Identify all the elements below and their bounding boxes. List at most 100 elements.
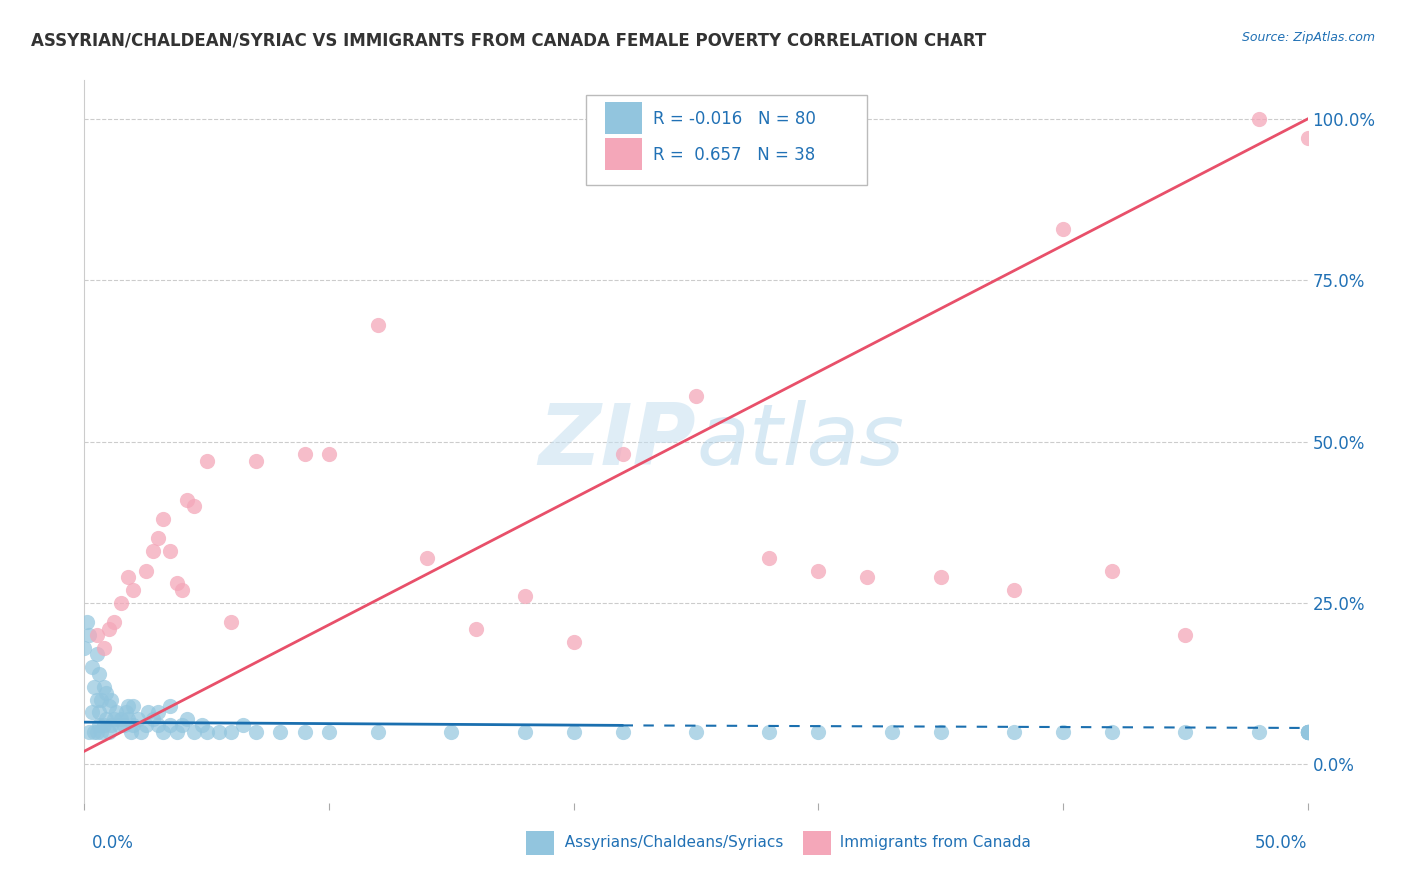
Point bbox=[176, 712, 198, 726]
Point bbox=[97, 724, 120, 739]
Point bbox=[183, 724, 205, 739]
Point bbox=[807, 564, 830, 578]
Point bbox=[87, 706, 110, 720]
Point bbox=[110, 596, 132, 610]
Point bbox=[880, 724, 903, 739]
Point bbox=[183, 499, 205, 513]
Point bbox=[159, 544, 181, 558]
Point bbox=[103, 712, 125, 726]
Point bbox=[90, 692, 112, 706]
FancyBboxPatch shape bbox=[606, 102, 643, 134]
Point bbox=[176, 492, 198, 507]
Point bbox=[856, 570, 879, 584]
Point bbox=[367, 318, 389, 333]
Point bbox=[76, 615, 98, 630]
Point bbox=[142, 712, 165, 726]
Point bbox=[117, 699, 139, 714]
Point bbox=[172, 582, 194, 597]
Point bbox=[294, 724, 316, 739]
Point bbox=[245, 454, 267, 468]
Text: Immigrants from Canada: Immigrants from Canada bbox=[830, 836, 1031, 850]
Point bbox=[367, 724, 389, 739]
Point bbox=[172, 718, 194, 732]
Point bbox=[318, 447, 340, 461]
Point bbox=[1247, 724, 1270, 739]
Point bbox=[83, 680, 105, 694]
Point bbox=[105, 706, 128, 720]
Text: 0.0%: 0.0% bbox=[91, 834, 134, 852]
Point bbox=[612, 724, 634, 739]
Point bbox=[152, 512, 174, 526]
Point bbox=[1296, 724, 1319, 739]
Point bbox=[1002, 582, 1025, 597]
Point bbox=[80, 660, 103, 674]
Point bbox=[1296, 724, 1319, 739]
Point bbox=[122, 582, 145, 597]
Point bbox=[416, 550, 439, 565]
Point bbox=[103, 615, 125, 630]
Point bbox=[142, 544, 165, 558]
Point bbox=[120, 724, 142, 739]
Point bbox=[1296, 131, 1319, 145]
Text: R =  0.657   N = 38: R = 0.657 N = 38 bbox=[654, 145, 815, 164]
Point bbox=[166, 576, 188, 591]
Point bbox=[86, 648, 108, 662]
Text: atlas: atlas bbox=[696, 400, 904, 483]
Point bbox=[83, 724, 105, 739]
Text: 50.0%: 50.0% bbox=[1256, 834, 1308, 852]
Point bbox=[685, 724, 707, 739]
Point bbox=[146, 718, 169, 732]
Point bbox=[112, 718, 135, 732]
Point bbox=[117, 712, 139, 726]
Point bbox=[96, 686, 118, 700]
Point bbox=[195, 454, 218, 468]
Point bbox=[1002, 724, 1025, 739]
Point bbox=[135, 718, 157, 732]
Point bbox=[73, 640, 96, 655]
Point bbox=[86, 724, 108, 739]
Text: Assyrians/Chaldeans/Syriacs: Assyrians/Chaldeans/Syriacs bbox=[555, 836, 783, 850]
Point bbox=[612, 447, 634, 461]
Point bbox=[219, 615, 242, 630]
Point bbox=[758, 724, 780, 739]
Point bbox=[929, 570, 952, 584]
Point bbox=[90, 724, 112, 739]
Point bbox=[758, 550, 780, 565]
Point bbox=[1174, 724, 1197, 739]
Point bbox=[1296, 724, 1319, 739]
Point bbox=[135, 564, 157, 578]
Point bbox=[117, 570, 139, 584]
Point bbox=[1247, 112, 1270, 126]
Point bbox=[166, 724, 188, 739]
Point bbox=[93, 640, 115, 655]
Point bbox=[1101, 564, 1123, 578]
Point bbox=[96, 712, 118, 726]
Point bbox=[146, 706, 169, 720]
Point bbox=[146, 531, 169, 545]
Point bbox=[513, 590, 536, 604]
Point bbox=[87, 666, 110, 681]
Text: R = -0.016   N = 80: R = -0.016 N = 80 bbox=[654, 110, 815, 128]
Point bbox=[807, 724, 830, 739]
Point bbox=[1101, 724, 1123, 739]
Point bbox=[122, 718, 145, 732]
Point bbox=[100, 692, 122, 706]
Point bbox=[127, 712, 149, 726]
Point bbox=[1296, 724, 1319, 739]
Point bbox=[122, 699, 145, 714]
Point bbox=[87, 718, 110, 732]
Point bbox=[159, 699, 181, 714]
Point bbox=[93, 718, 115, 732]
Point bbox=[562, 724, 585, 739]
Point bbox=[77, 724, 100, 739]
Point bbox=[152, 724, 174, 739]
Point bbox=[97, 622, 120, 636]
Point bbox=[513, 724, 536, 739]
Point bbox=[208, 724, 231, 739]
Point bbox=[97, 699, 120, 714]
FancyBboxPatch shape bbox=[606, 138, 643, 169]
FancyBboxPatch shape bbox=[586, 95, 868, 185]
Point bbox=[562, 634, 585, 648]
Point bbox=[86, 628, 108, 642]
Point bbox=[464, 622, 486, 636]
